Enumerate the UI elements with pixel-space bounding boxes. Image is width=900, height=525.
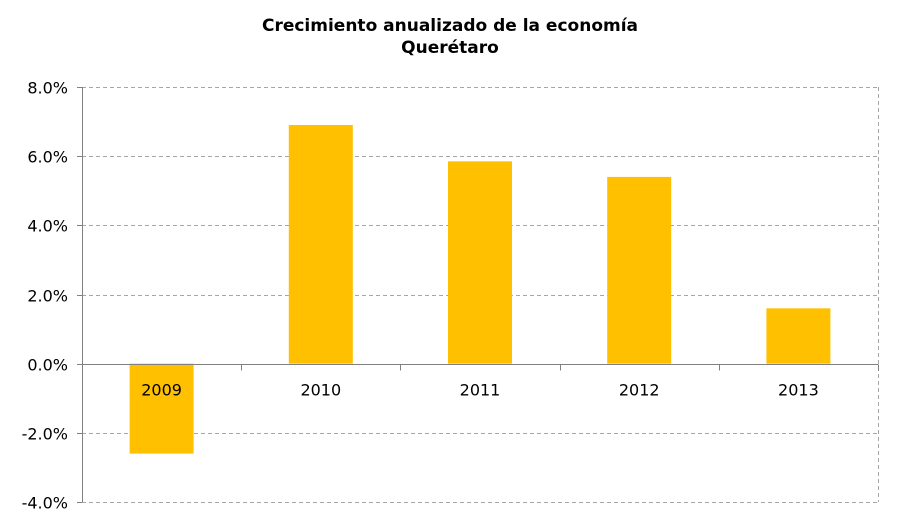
bar-2012 [607,176,672,364]
bar-2009 [129,363,194,454]
chart-subtitle: Querétaro [401,38,499,58]
labels: 8.0% 6.0% 4.0% 2.0% 0.0% -2.0% -4.0% 2009 2010 20… [22,79,819,513]
y-tick-label: 8.0% [27,79,68,98]
y-tick-label: -2.0% [22,425,68,444]
y-tick-label: 6.0% [27,148,68,167]
axes [77,87,879,503]
bar-2011 [448,161,512,364]
y-tick-label: 4.0% [27,217,68,236]
x-tick-label: 2010 [300,381,341,400]
x-tick-label: 2011 [460,381,501,400]
x-tick-label: 2012 [619,381,660,400]
bar-2013 [766,308,831,364]
y-tick-label: 2.0% [27,287,68,306]
x-tick-label: 2009 [141,381,182,400]
bars [129,125,831,454]
chart-title: Crecimiento anualizado de la economía [261,16,639,36]
bar-2010 [288,125,353,364]
x-tick-label: 2013 [778,381,819,400]
gridlines [82,87,879,503]
y-tick-label: -4.0% [22,494,68,513]
y-tick-label: 0.0% [27,356,68,375]
